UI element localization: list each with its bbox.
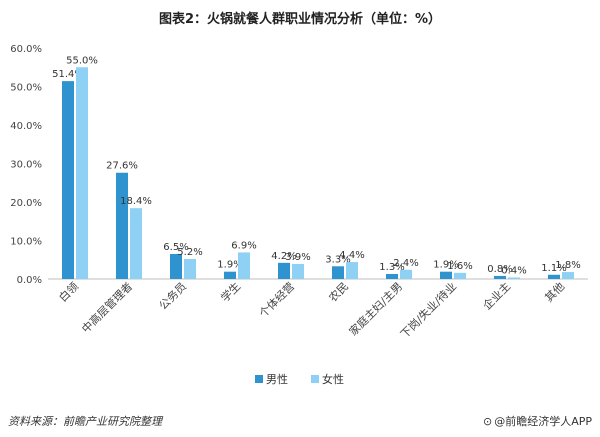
x-tick-label: 家庭主妇/主男 — [346, 279, 405, 338]
bar-male — [494, 275, 506, 279]
bar-female — [346, 262, 358, 279]
data-label: 3.9% — [285, 252, 310, 263]
bar-male — [332, 266, 344, 279]
bar-female — [454, 272, 466, 279]
data-label: 4.4% — [339, 250, 364, 261]
bar-female — [238, 252, 250, 279]
x-tick-label: 企业主 — [480, 279, 513, 312]
data-label: 6.5% — [163, 242, 188, 253]
y-axis: 0.0% 10.0% 20.0% 30.0% 40.0% 50.0% 60.0% — [10, 44, 42, 286]
brand-credit: ⊙ @前瞻经济学人APP — [483, 413, 592, 429]
bar-female — [76, 67, 88, 279]
chart-title: 图表2：火锅就餐人群职业情况分析（单位：%） — [158, 12, 442, 27]
x-tick-label: 学生 — [218, 279, 243, 304]
bar-male — [386, 273, 398, 279]
data-label: 51.4% — [52, 69, 84, 80]
x-tick-label: 个体经营 — [256, 279, 297, 320]
data-label: 1.8% — [555, 260, 580, 271]
legend: 男性 女性 — [255, 372, 344, 386]
y-tick-label: 20.0% — [10, 198, 42, 209]
data-label: 1.6% — [447, 261, 472, 272]
data-label: 18.4% — [120, 196, 152, 207]
bar-female — [400, 269, 412, 279]
x-tick-label: 其他 — [542, 280, 567, 305]
y-tick-label: 30.0% — [10, 160, 42, 171]
data-label: 0.8% — [487, 264, 512, 275]
data-label: 0.4% — [501, 265, 526, 276]
legend-label: 男性 — [266, 372, 288, 386]
data-label: 5.2% — [177, 247, 202, 258]
data-label: 4.2% — [271, 251, 296, 262]
data-label: 6.9% — [231, 240, 256, 251]
bar-female — [562, 272, 574, 279]
legend-swatch — [255, 375, 263, 383]
y-tick-label: 10.0% — [10, 237, 42, 248]
x-tick-label: 下岗/失业/待业 — [397, 279, 459, 341]
data-label: 1.9% — [217, 260, 242, 271]
bar-male — [278, 262, 290, 279]
bar-male — [224, 271, 236, 279]
bar-female — [292, 263, 304, 279]
brand-label: @前瞻经济学人APP — [494, 415, 592, 428]
legend-swatch — [311, 375, 319, 383]
data-label: 55.0% — [66, 55, 98, 66]
bar-male — [116, 172, 128, 279]
y-tick-label: 40.0% — [10, 121, 42, 132]
x-tick-label: 白领 — [56, 279, 81, 304]
x-tick-label: 中高层管理者 — [79, 279, 136, 336]
bar-female — [130, 208, 142, 279]
y-tick-label: 50.0% — [10, 83, 42, 94]
data-label: 1.1% — [541, 263, 566, 274]
x-tick-label: 公务员 — [157, 280, 190, 313]
bar-male — [62, 81, 74, 279]
data-label: 27.6% — [106, 161, 138, 172]
bar-female — [508, 277, 520, 279]
y-tick-label: 0.0% — [17, 275, 42, 286]
bar-male — [548, 274, 560, 279]
qianzhan-logo-icon: ⊙ — [482, 415, 493, 428]
x-tick-label: 农民 — [326, 279, 351, 304]
y-tick-label: 60.0% — [10, 44, 42, 55]
data-label: 2.4% — [393, 258, 418, 269]
bar-male — [170, 253, 182, 279]
bar-female — [184, 258, 196, 279]
data-label: 1.3% — [379, 262, 404, 273]
data-label: 1.9% — [433, 260, 458, 271]
data-label: 3.3% — [325, 254, 350, 265]
source-note: 资料来源：前瞻产业研究院整理 — [8, 415, 162, 428]
bar-male — [440, 271, 452, 279]
bars: 51.4% 55.0% 27.6% 18.4% 6.5%5.2% 1.9% 6.9% 4.2%… — [52, 55, 581, 279]
legend-label: 女性 — [322, 372, 344, 386]
